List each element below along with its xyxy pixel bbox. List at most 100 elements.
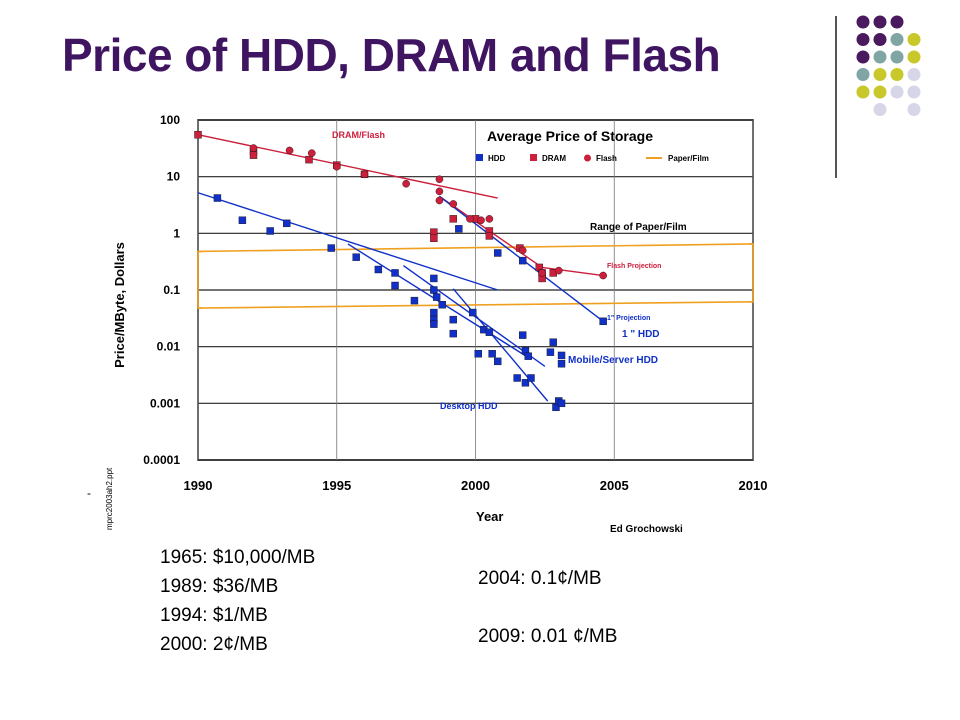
slide-title: Price of HDD, DRAM and Flash <box>62 29 721 81</box>
data-point-flash <box>554 266 563 275</box>
data-point-hdd <box>438 301 446 309</box>
y-tick-label: 1 <box>173 226 180 240</box>
data-point-flash <box>360 170 369 179</box>
decor-dot <box>873 15 887 29</box>
credit-label: Ed Grochowski <box>610 524 683 535</box>
x-tick-label: 2000 <box>461 478 490 493</box>
data-point-hdd <box>391 269 399 277</box>
paper-film-line <box>197 300 754 309</box>
data-point-hdd <box>238 216 247 224</box>
label-dram-flash: DRAM/Flash <box>332 130 385 140</box>
decor-dot <box>873 33 887 46</box>
y-tick-label: 100 <box>160 113 180 127</box>
data-point-hdd <box>474 350 482 358</box>
data-point-flash <box>402 179 410 188</box>
note-line: 1965: $10,000/MB <box>160 547 316 568</box>
data-point-hdd <box>430 274 438 283</box>
label-desktop-hdd: Desktop HDD <box>440 401 498 411</box>
legend-label: HDD <box>488 154 506 163</box>
data-point-hdd <box>557 351 566 360</box>
label-mobile-server-hdd: Mobile/Server HDD <box>568 355 658 366</box>
decor-dot <box>856 68 870 81</box>
data-point-flash <box>538 269 546 277</box>
y-axis-label: Price/MByte, Dollars <box>112 242 127 368</box>
paper-film-bracket <box>749 243 754 303</box>
price-history-notes: 1965: $10,000/MB 1989: $36/MB 1994: $1/M… <box>160 543 315 659</box>
chart-title: Average Price of Storage <box>487 128 653 144</box>
data-point-flash <box>285 146 294 155</box>
data-point-hdd <box>449 329 457 338</box>
trend-line <box>452 288 549 402</box>
data-point-hdd <box>374 265 383 274</box>
data-point-hdd <box>524 352 532 360</box>
data-point-hdd <box>432 293 441 301</box>
data-point-flash <box>435 187 444 196</box>
axis-ticks: 100 10 1 0.1 0.01 0.001 0.0001 1990 1995 2000 2005… <box>143 113 767 493</box>
label-one-inch-projection: 1" Projection <box>607 315 650 322</box>
data-point-hdd <box>410 296 419 305</box>
legend-marker <box>530 154 537 161</box>
data-point-dram <box>449 215 457 223</box>
title-divider <box>835 16 837 178</box>
x-tick-label: 1990 <box>184 478 213 493</box>
trend-line <box>197 192 498 291</box>
side-file-label: mprc2003ah2.ppt <box>105 467 114 530</box>
data-point-hdd <box>352 253 360 261</box>
data-point-hdd <box>494 357 502 366</box>
stray-dash-mark: - <box>87 486 91 500</box>
legend-marker <box>476 154 483 161</box>
decor-dot <box>873 50 887 64</box>
legend-label: DRAM <box>542 154 566 163</box>
y-tick-label: 0.001 <box>150 396 180 410</box>
data-point-flash <box>449 200 458 208</box>
trend-line <box>542 266 604 277</box>
data-point-hdd <box>430 308 438 317</box>
data-point-flash <box>466 215 474 223</box>
data-point-dram <box>430 234 438 242</box>
data-point-hdd <box>599 317 607 326</box>
x-tick-label: 2010 <box>739 478 768 493</box>
trend-line <box>197 134 498 199</box>
data-point-hdd <box>485 328 494 336</box>
recent-price-notes: 2004: 0.1¢/MB 2009: 0.01 ¢/MB <box>478 564 617 651</box>
data-point-hdd <box>430 320 438 328</box>
data-point-flash <box>485 215 494 223</box>
decor-dot <box>890 50 904 64</box>
note-line: 2004: 0.1¢/MB <box>478 568 602 589</box>
paper-film-bracket <box>197 250 202 309</box>
data-point-dram <box>194 131 202 139</box>
data-points <box>194 131 607 412</box>
data-point-hdd <box>213 194 222 202</box>
data-point-flash <box>518 246 527 255</box>
decor-dot <box>856 33 870 46</box>
data-point-dram <box>485 232 494 240</box>
data-point-dram <box>305 155 313 164</box>
legend-marker <box>584 154 591 162</box>
note-line: 1989: $36/MB <box>160 576 279 597</box>
legend-label: Paper/Film <box>668 154 709 163</box>
decor-dot <box>873 103 887 116</box>
data-point-hdd <box>546 348 555 356</box>
grid-lines <box>197 120 754 460</box>
data-point-flash <box>435 196 444 205</box>
data-point-hdd <box>430 286 438 294</box>
data-point-hdd <box>488 350 496 358</box>
data-point-hdd <box>527 374 535 382</box>
data-point-flash <box>435 175 444 184</box>
x-tick-label: 1995 <box>322 478 351 493</box>
decor-dot <box>890 15 904 29</box>
y-tick-label: 10 <box>167 170 181 184</box>
paper-film-lines <box>197 243 754 309</box>
legend: HDD DRAM Flash Paper/Film <box>476 154 709 163</box>
decor-dot <box>890 33 904 46</box>
data-point-hdd <box>557 360 566 368</box>
label-one-inch-hdd: 1 " HDD <box>622 329 660 340</box>
data-point-hdd <box>469 308 477 317</box>
decor-dot <box>856 15 870 29</box>
paper-film-line <box>197 243 754 253</box>
data-point-hdd <box>513 374 521 382</box>
y-tick-label: 0.1 <box>163 283 180 297</box>
data-point-hdd <box>283 219 291 228</box>
